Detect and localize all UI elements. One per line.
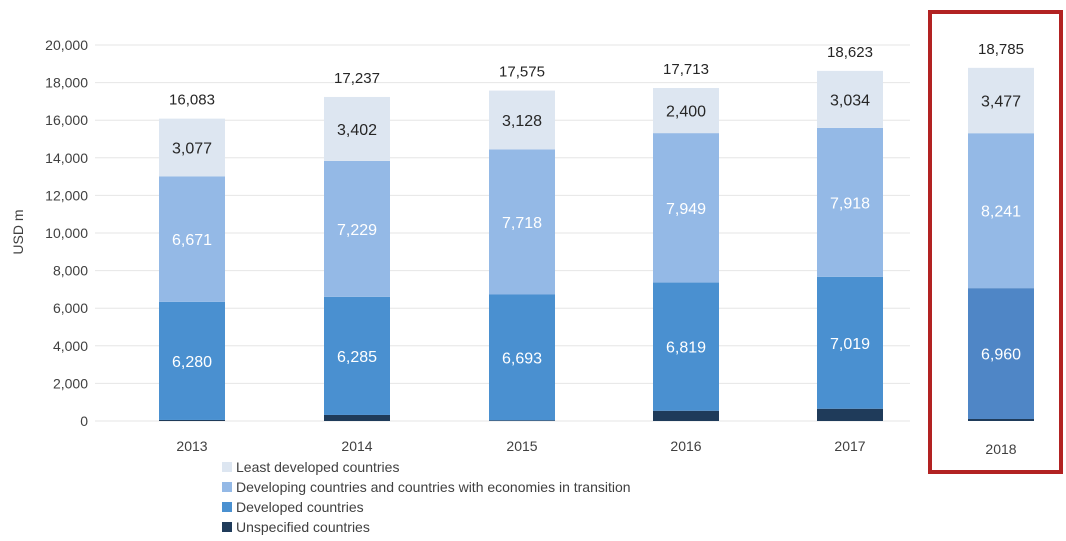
legend-swatch <box>222 482 232 492</box>
legend-swatch <box>222 502 232 512</box>
segment-label: 6,960 <box>981 347 1021 364</box>
segment-label: 8,241 <box>981 204 1021 221</box>
bar-segment <box>968 418 1034 421</box>
bar-segment <box>653 133 719 283</box>
total-label: 17,237 <box>334 70 380 87</box>
x-tick-label: 2013 <box>176 438 207 454</box>
total-label: 16,083 <box>169 92 215 109</box>
bar-segment <box>817 276 883 409</box>
y-axis-label: USD m <box>10 209 26 254</box>
bar-segment <box>159 118 225 177</box>
segment-label: 7,019 <box>830 336 870 353</box>
bar-segment <box>817 70 883 128</box>
y-tick-label: 16,000 <box>45 112 88 128</box>
segment-label: 7,718 <box>502 215 542 232</box>
legend-label: Developed countries <box>236 499 364 515</box>
segment-label: 3,128 <box>502 113 542 130</box>
bar-segment <box>159 176 225 302</box>
segment-label: 7,918 <box>830 195 870 212</box>
y-tick-label: 2,000 <box>53 375 88 391</box>
segment-label: 6,285 <box>337 349 377 366</box>
y-tick-label: 0 <box>80 413 88 429</box>
bar-segment <box>817 127 883 277</box>
segment-label: 6,671 <box>172 232 212 249</box>
y-tick-label: 12,000 <box>45 187 88 203</box>
segment-label: 6,693 <box>502 350 542 367</box>
segment-label: 7,229 <box>337 222 377 239</box>
x-tick-label: 2015 <box>506 438 537 454</box>
bar-segment <box>159 419 225 421</box>
segment-label: 3,077 <box>172 141 212 158</box>
total-label: 18,623 <box>827 44 873 61</box>
y-tick-label: 6,000 <box>53 300 88 316</box>
bar-segment <box>324 160 390 297</box>
total-label: 17,575 <box>499 64 545 81</box>
segment-label: 7,949 <box>666 201 706 218</box>
bar-segment <box>968 288 1034 419</box>
bar-segment <box>159 301 225 420</box>
legend-swatch <box>222 522 232 532</box>
bar-segment <box>968 67 1034 134</box>
bar-segment <box>489 294 555 421</box>
x-tick-label: 2018 <box>985 441 1016 457</box>
bar-segment <box>324 96 390 161</box>
segment-label: 3,034 <box>830 92 870 109</box>
bar-segment <box>968 133 1034 289</box>
x-axis-ticks: 2013 2014 2015 2016 2017 2018 <box>176 438 1016 457</box>
bar-segment <box>489 90 555 150</box>
highlight-box-2018 <box>928 10 1063 474</box>
bar-segment <box>817 408 883 421</box>
segment-label: 6,819 <box>666 340 706 357</box>
bar-segment <box>324 296 390 415</box>
segment-label: 6,280 <box>172 354 212 371</box>
bar-segment <box>489 420 555 421</box>
legend-label: Developing countries and countries with … <box>236 479 631 495</box>
segment-label: 3,477 <box>981 94 1021 111</box>
x-tick-label: 2017 <box>834 438 865 454</box>
y-tick-label: 14,000 <box>45 150 88 166</box>
y-tick-label: 18,000 <box>45 75 88 91</box>
y-tick-label: 4,000 <box>53 338 88 354</box>
legend-swatch <box>222 462 232 472</box>
y-axis-ticks: 0 2,000 4,000 6,000 8,000 10,000 12,000 14,000 1… <box>45 37 88 429</box>
y-tick-label: 8,000 <box>53 263 88 279</box>
bar-segment <box>653 282 719 411</box>
legend-label: Unspecified countries <box>236 519 370 535</box>
segment-label: 3,402 <box>337 122 377 139</box>
bar-segment <box>653 87 719 134</box>
total-label: 18,785 <box>978 41 1024 58</box>
bar-segment <box>489 149 555 295</box>
bar-segment <box>324 414 390 421</box>
segment-label: 2,400 <box>666 104 706 121</box>
x-tick-label: 2014 <box>341 438 372 454</box>
bar-segment <box>653 410 719 421</box>
y-tick-label: 20,000 <box>45 37 88 53</box>
total-label: 17,713 <box>663 61 709 78</box>
y-tick-label: 10,000 <box>45 225 88 241</box>
legend-label: Least developed countries <box>236 459 400 475</box>
bars: 6,280 6,671 3,077 16,083 6,285 7,229 3,402 17,2… <box>159 41 1034 421</box>
x-tick-label: 2016 <box>670 438 701 454</box>
